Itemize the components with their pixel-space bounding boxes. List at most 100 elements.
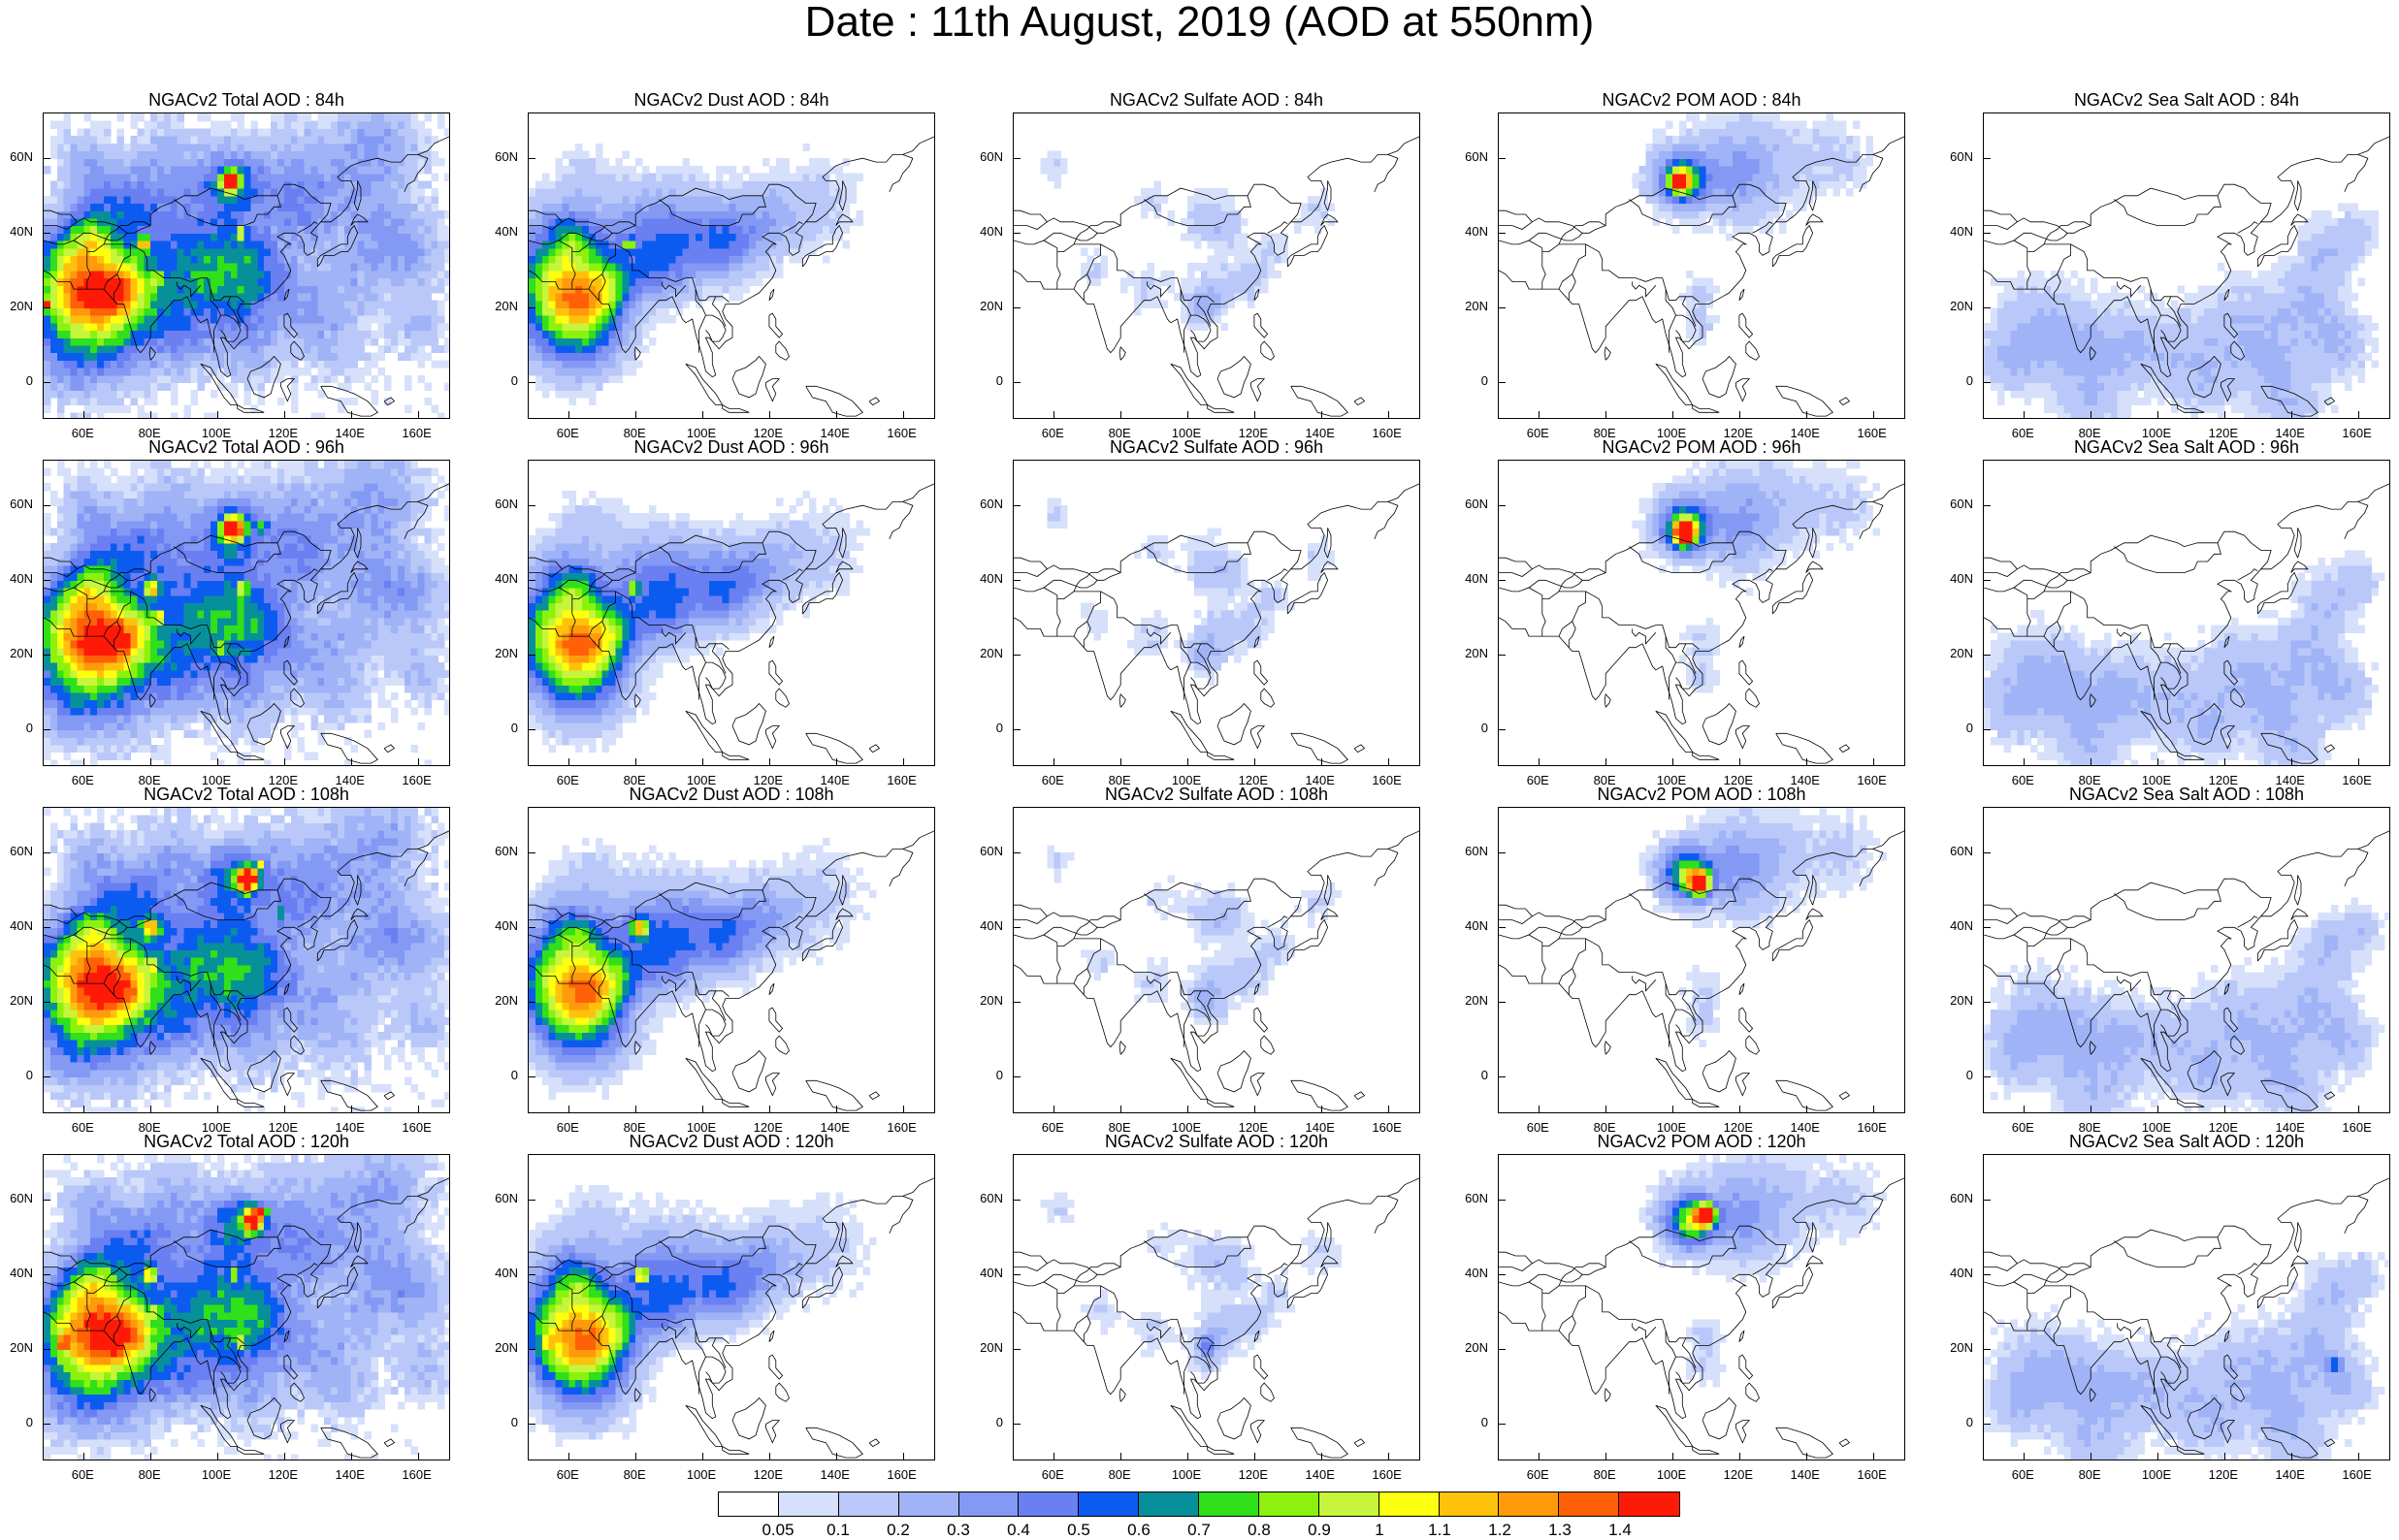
aod-cell — [2144, 382, 2152, 391]
aod-cell — [722, 225, 730, 234]
aod-cell — [56, 203, 65, 211]
aod-cell — [655, 188, 664, 197]
aod-cell — [44, 166, 51, 175]
aod-cell — [595, 344, 603, 354]
aod-cell — [1990, 337, 1998, 346]
aod-cell — [842, 225, 851, 234]
aod-cell — [70, 360, 78, 369]
aod-cell — [170, 255, 178, 264]
aod-cell — [230, 233, 239, 241]
aod-cell — [137, 173, 145, 181]
aod-cell — [722, 195, 730, 205]
aod-cell — [568, 203, 576, 211]
aod-cell — [615, 344, 623, 354]
aod-cell — [1274, 247, 1281, 256]
aod-cell — [2271, 360, 2279, 369]
map-panel-dust-84h: NGACv2 Dust AOD : 84h 60N 40N 20N 0 60E 80E 100… — [495, 89, 935, 448]
aod-cell — [130, 337, 138, 346]
aod-cell — [197, 143, 205, 152]
aod-cell — [230, 203, 239, 211]
aod-cell — [595, 233, 603, 241]
aod-cell — [338, 352, 345, 361]
aod-cell — [2017, 300, 2025, 308]
aod-cell — [2184, 315, 2192, 324]
aod-cell — [264, 225, 272, 234]
aod-cell — [1984, 352, 1992, 361]
aod-cell — [63, 225, 72, 234]
aod-cell — [90, 120, 98, 129]
aod-cell — [589, 285, 597, 294]
boundary-line — [290, 340, 305, 361]
aod-cell — [622, 150, 630, 159]
aod-cell — [1193, 233, 1202, 241]
aod-cell — [343, 188, 352, 197]
aod-cell — [1054, 166, 1061, 175]
aod-cell — [63, 337, 72, 346]
aod-cell — [237, 203, 245, 211]
aod-cell — [116, 344, 125, 354]
lat-label: 0 — [960, 374, 1003, 388]
aod-cell — [317, 315, 325, 324]
aod-cell — [183, 195, 192, 205]
boundary-line — [148, 346, 156, 361]
aod-cell — [802, 166, 810, 175]
aod-cell — [144, 368, 151, 376]
aod-cell — [702, 188, 710, 197]
aod-cell — [2184, 360, 2192, 369]
aod-cell — [144, 195, 151, 205]
aod-cell — [183, 277, 192, 286]
aod-cell — [795, 180, 803, 189]
aod-cell — [1253, 255, 1262, 264]
aod-cell — [417, 307, 426, 316]
aod-cell — [417, 143, 426, 152]
aod-cell — [391, 143, 399, 152]
aod-cell — [317, 277, 325, 286]
aod-cell — [417, 128, 426, 137]
aod-cell — [2170, 344, 2179, 354]
aod-cell — [2123, 330, 2132, 338]
aod-cell — [324, 113, 332, 122]
aod-cell — [271, 374, 278, 384]
aod-cell — [97, 263, 105, 272]
aod-cell — [70, 136, 78, 144]
aod-cell — [190, 270, 198, 279]
aod-cell — [150, 322, 158, 332]
aod-cell — [696, 255, 703, 264]
aod-cell — [1745, 203, 1754, 211]
aod-cell — [722, 263, 730, 272]
aod-cell — [237, 195, 245, 205]
aod-cell — [2271, 285, 2279, 294]
aod-cell — [324, 195, 332, 205]
aod-cell — [642, 180, 650, 189]
aod-cell — [1652, 158, 1660, 167]
aod-cell — [417, 330, 426, 338]
aod-cell — [1220, 322, 1228, 332]
aod-cell — [277, 337, 285, 346]
aod-cell — [2063, 307, 2072, 316]
aod-cell — [2117, 404, 2125, 413]
aod-cell — [662, 225, 670, 234]
aod-cell — [2137, 307, 2145, 316]
aod-cell — [1659, 210, 1667, 219]
aod-cell — [104, 128, 112, 137]
aod-cell — [110, 188, 118, 197]
aod-cell — [310, 255, 318, 264]
aod-cell — [197, 188, 205, 197]
lat-label: 20N — [960, 300, 1003, 313]
aod-cell — [1692, 322, 1701, 332]
aod-cell — [689, 166, 697, 175]
aod-cell — [217, 136, 225, 144]
aod-cell — [635, 210, 643, 219]
aod-cell — [608, 352, 617, 361]
aod-cell — [1054, 173, 1061, 181]
aod-cell — [1839, 128, 1847, 137]
aod-cell — [1752, 120, 1761, 129]
aod-cell — [2297, 247, 2306, 256]
aod-cell — [2218, 360, 2225, 369]
aod-cell — [749, 255, 757, 264]
aod-cell — [2218, 322, 2225, 332]
aod-cell — [63, 247, 72, 256]
aod-cell — [715, 225, 724, 234]
aod-cell — [204, 113, 211, 122]
aod-cell — [1214, 285, 1222, 294]
